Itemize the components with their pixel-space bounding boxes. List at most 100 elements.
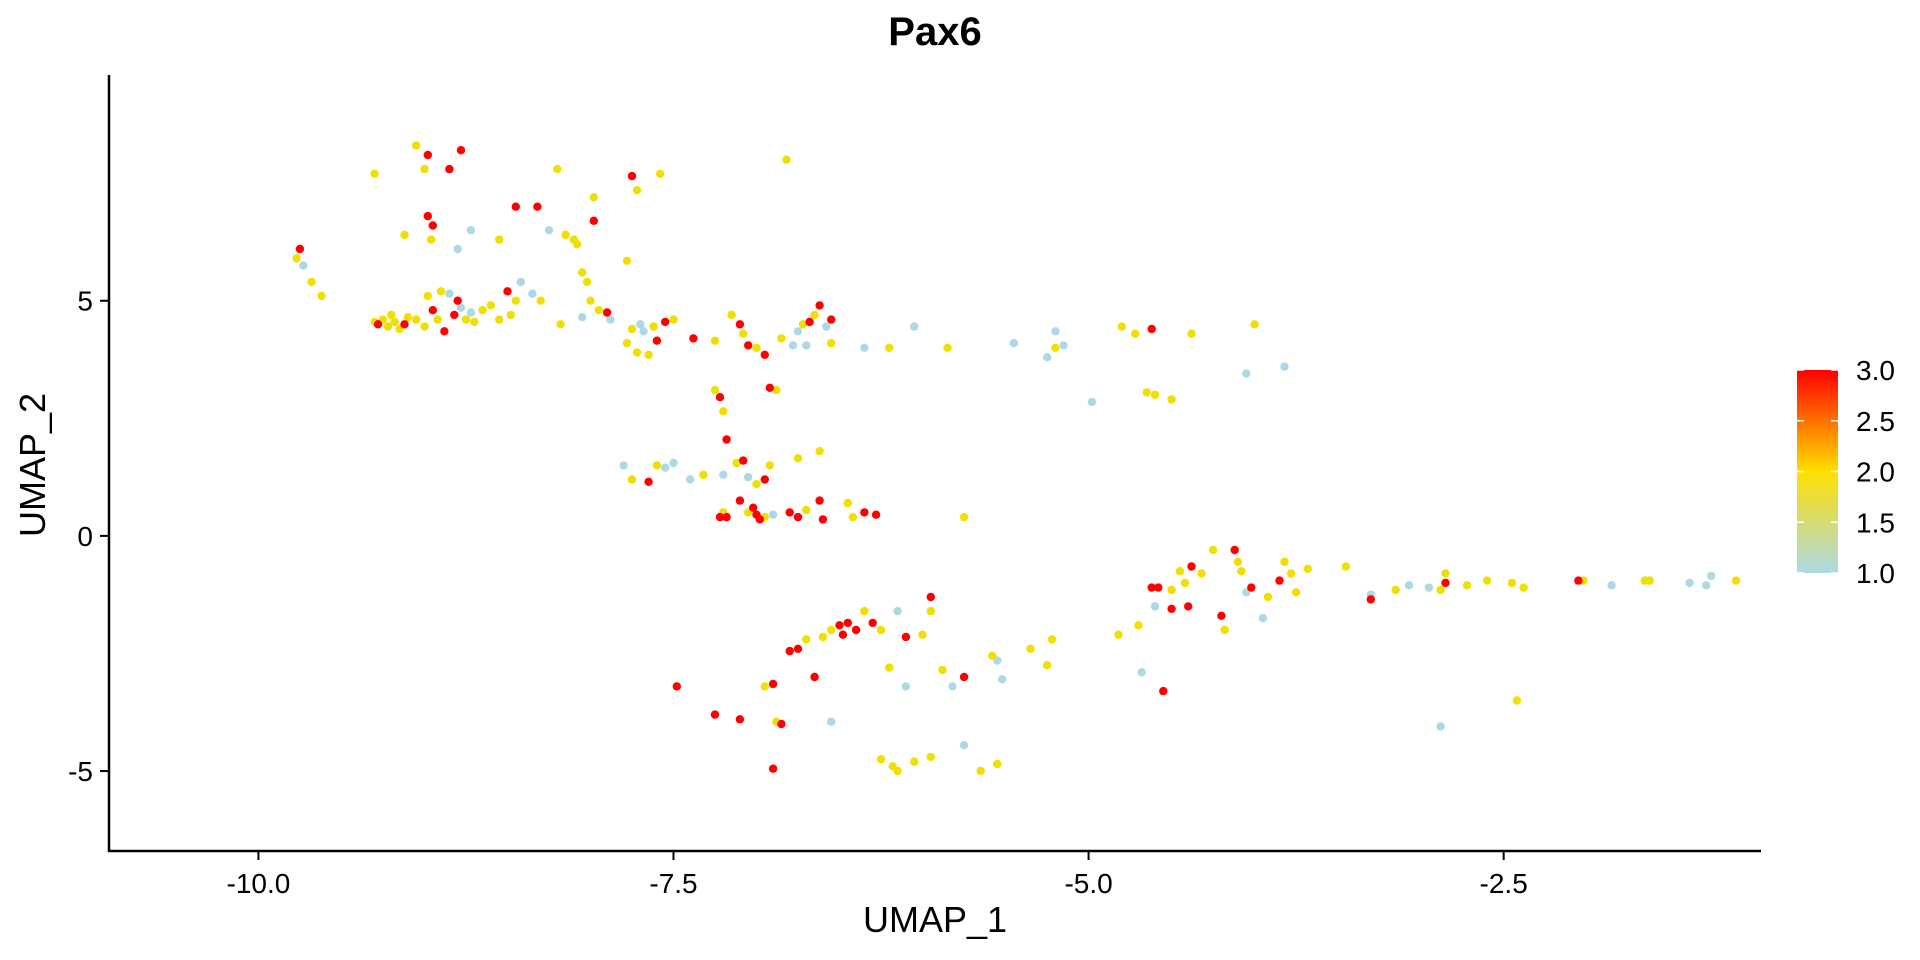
data-point [710,336,720,345]
data-point [456,303,466,312]
data-point [755,515,764,524]
data-point [1175,567,1185,576]
data-point [793,512,803,522]
data-point [412,141,421,150]
data-point [1607,581,1616,590]
data-point [735,715,745,724]
data-point [387,310,396,320]
data-point [1047,635,1057,644]
data-point [768,510,778,519]
data-point [1258,614,1268,623]
data-point [768,679,778,689]
data-point [589,193,598,202]
data-point [938,665,947,675]
data-point [1230,545,1239,555]
data-point [470,317,479,327]
data-point [805,317,814,327]
data-point [627,171,637,181]
data-point [998,675,1007,684]
data-point [436,287,446,296]
data-point [511,202,520,211]
data-point [533,202,542,211]
data-point [661,463,670,472]
x-tick-label: -7.5 [649,868,697,899]
data-point [876,755,886,764]
data-point [976,766,985,776]
data-point [848,512,857,522]
data-point [1137,668,1146,677]
data-point [561,230,570,240]
data-point [649,322,658,331]
data-point [959,512,969,522]
data-point [466,308,476,317]
data-point [426,235,436,244]
data-point [815,301,824,310]
data-point [739,456,748,465]
data-point [760,682,769,691]
data-point [1441,569,1450,578]
legend-colorbar: 3.0 2.5 2.0 1.5 1.0 [1797,355,1895,589]
data-point [573,240,582,249]
data-point [622,256,632,265]
data-point [652,461,662,470]
data-point [715,512,725,522]
data-point [722,435,731,444]
data-point [739,329,748,338]
data-point [685,475,695,484]
data-point [456,146,466,155]
data-point [788,341,798,350]
data-point [644,477,653,486]
data-point [299,261,308,270]
data-point [644,350,653,359]
data-point [1184,602,1193,611]
data-point [445,164,454,174]
data-point [1134,621,1143,630]
data-point [815,447,824,456]
data-point [1286,569,1296,578]
data-point [868,618,877,628]
data-point [428,221,437,230]
data-point [1303,564,1312,573]
data-point [586,296,595,305]
data-point [516,277,525,287]
data-point [1147,583,1156,592]
data-point [307,277,316,287]
data-point [735,320,745,329]
data-point [793,454,803,463]
data-point [993,759,1002,769]
data-point [423,211,432,221]
data-point [1159,686,1168,696]
data-point [578,313,587,322]
y-tick-label: -5 [68,756,93,787]
data-point [838,630,848,639]
data-point [785,508,794,517]
data-point [1574,576,1583,585]
data-point [810,310,819,320]
data-point [1507,578,1517,588]
data-point [1462,581,1472,590]
data-point [1187,562,1196,571]
data-point [843,498,852,508]
data-point [383,322,393,331]
data-point [835,621,844,630]
data-point [639,327,648,336]
data-point [818,515,828,524]
data-point [777,719,786,729]
y-axis-title: UMAP_2 [12,393,53,537]
data-point [802,505,811,515]
data-point [1237,567,1246,576]
data-point [1087,397,1097,407]
data-point [619,461,628,470]
data-point [802,341,811,350]
x-tick-label: -10.0 [227,868,291,899]
data-point [752,480,761,489]
data-point [632,186,642,195]
data-point [785,646,794,656]
data-point [727,310,736,320]
chart-title: Pax6 [888,10,981,54]
data-point [1117,322,1127,331]
data-point [710,710,720,719]
data-point [732,458,741,468]
data-point [412,315,421,324]
data-point [544,226,554,235]
